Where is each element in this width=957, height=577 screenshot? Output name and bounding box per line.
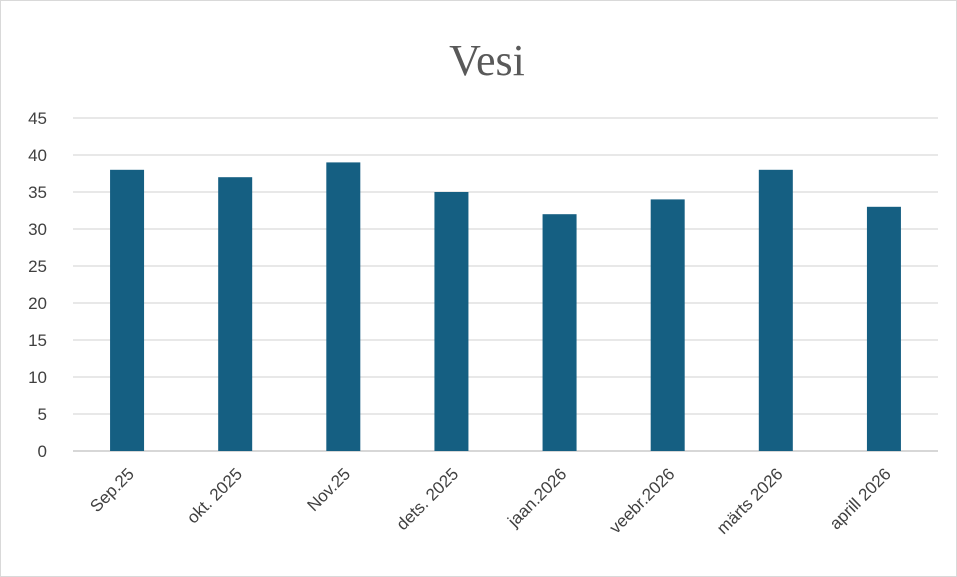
x-tick-label: Nov.25 — [304, 464, 355, 515]
bar — [110, 169, 145, 452]
y-tick-label: 20 — [28, 294, 47, 313]
y-tick-label: 35 — [28, 183, 47, 202]
x-tick-label: jaan.2026 — [503, 464, 570, 531]
chart-title: Vesi — [449, 36, 525, 85]
y-tick-label: 10 — [28, 368, 47, 387]
y-tick-label: 45 — [28, 109, 47, 128]
bar — [542, 214, 577, 451]
y-axis-ticks: 0 5 10 15 20 25 30 35 40 45 — [28, 109, 47, 461]
y-tick-label: 0 — [38, 442, 47, 461]
y-tick-label: 40 — [28, 146, 47, 165]
bar — [434, 192, 469, 451]
x-tick-label: aprill 2026 — [826, 464, 895, 533]
y-tick-label: 5 — [38, 405, 47, 424]
y-tick-label: 30 — [28, 220, 47, 239]
bar — [758, 169, 793, 452]
x-tick-label: veebr.2026 — [606, 464, 679, 537]
gridlines — [73, 117, 938, 452]
x-tick-label: dets. 2025 — [393, 464, 463, 534]
bar — [866, 206, 901, 451]
bars — [110, 162, 901, 452]
x-axis-ticks: Sep.25 okt. 2025 Nov.25 dets. 2025 jaan.2026… — [86, 464, 894, 538]
x-tick-label: okt. 2025 — [183, 464, 246, 527]
bar — [650, 199, 685, 451]
x-tick-label: Sep.25 — [86, 464, 138, 516]
bar — [218, 177, 253, 451]
x-tick-label: märts 2026 — [713, 464, 787, 538]
y-tick-label: 25 — [28, 257, 47, 276]
y-tick-label: 15 — [28, 331, 47, 350]
bar — [326, 162, 361, 451]
